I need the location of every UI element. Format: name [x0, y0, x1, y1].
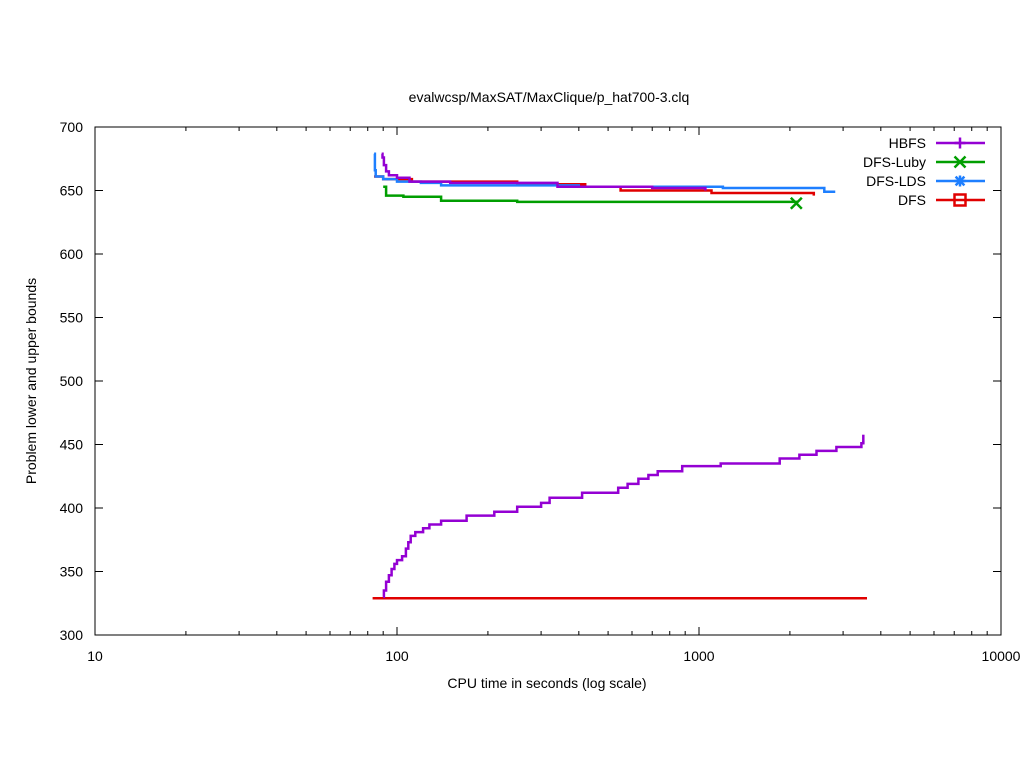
legend-item-dfs: DFS: [898, 192, 985, 208]
y-axis: 300 350 400 450 500 550 600 650 700: [60, 119, 1001, 643]
y-tick-label: 700: [60, 119, 84, 135]
x-tick-label: 100: [385, 648, 409, 664]
plot-frame: [94, 126, 1002, 636]
y-tick-label: 500: [60, 373, 84, 389]
legend-label: HBFS: [889, 135, 926, 151]
legend-label: DFS-Luby: [863, 154, 926, 170]
x-axis: 10 100 1000 10000: [87, 127, 1021, 664]
legend-label: DFS-LDS: [866, 173, 926, 189]
y-tick-label: 600: [60, 246, 84, 262]
upper-bound-line: [383, 185, 798, 204]
y-tick-label: 350: [60, 564, 84, 580]
legend-item-hbfs: HBFS: [889, 135, 985, 151]
legend-marker: [954, 137, 966, 149]
y-tick-label: 300: [60, 627, 84, 643]
y-tick-label: 550: [60, 310, 84, 326]
upper-bound-line: [373, 152, 836, 194]
y-axis-label: Problem lower and upper bounds: [23, 278, 39, 484]
y-tick-label: 400: [60, 500, 84, 516]
x-tick-label: 1000: [683, 648, 714, 664]
chart-title: evalwcsp/MaxSAT/MaxClique/p_hat700-3.clq: [409, 89, 690, 105]
legend-marker: [953, 155, 967, 169]
x-tick-label: 10000: [982, 648, 1021, 664]
series-dfs: [372, 175, 867, 600]
x-axis-label: CPU time in seconds (log scale): [447, 675, 646, 691]
legend-item-dfs-lds: DFS-LDS: [866, 173, 985, 189]
series-dfs-luby: [383, 185, 803, 210]
upper-bound-line: [381, 152, 707, 191]
legend-marker: [954, 175, 966, 187]
y-tick-label: 650: [60, 183, 84, 199]
x-tick-label: 10: [87, 648, 103, 664]
legend-item-dfs-luby: DFS-Luby: [863, 154, 985, 170]
legend: HBFS DFS-Luby DFS-LDS DFS: [863, 135, 985, 208]
plot-border: [94, 126, 1002, 636]
data-point-marker: [789, 196, 803, 210]
y-tick-label: 450: [60, 437, 84, 453]
series-hbfs: [381, 152, 865, 599]
series-dfs-lds: [373, 152, 836, 194]
legend-label: DFS: [898, 192, 926, 208]
legend-marker: [953, 193, 967, 207]
series-layer: [372, 152, 867, 600]
lower-bound-line: [382, 440, 865, 599]
